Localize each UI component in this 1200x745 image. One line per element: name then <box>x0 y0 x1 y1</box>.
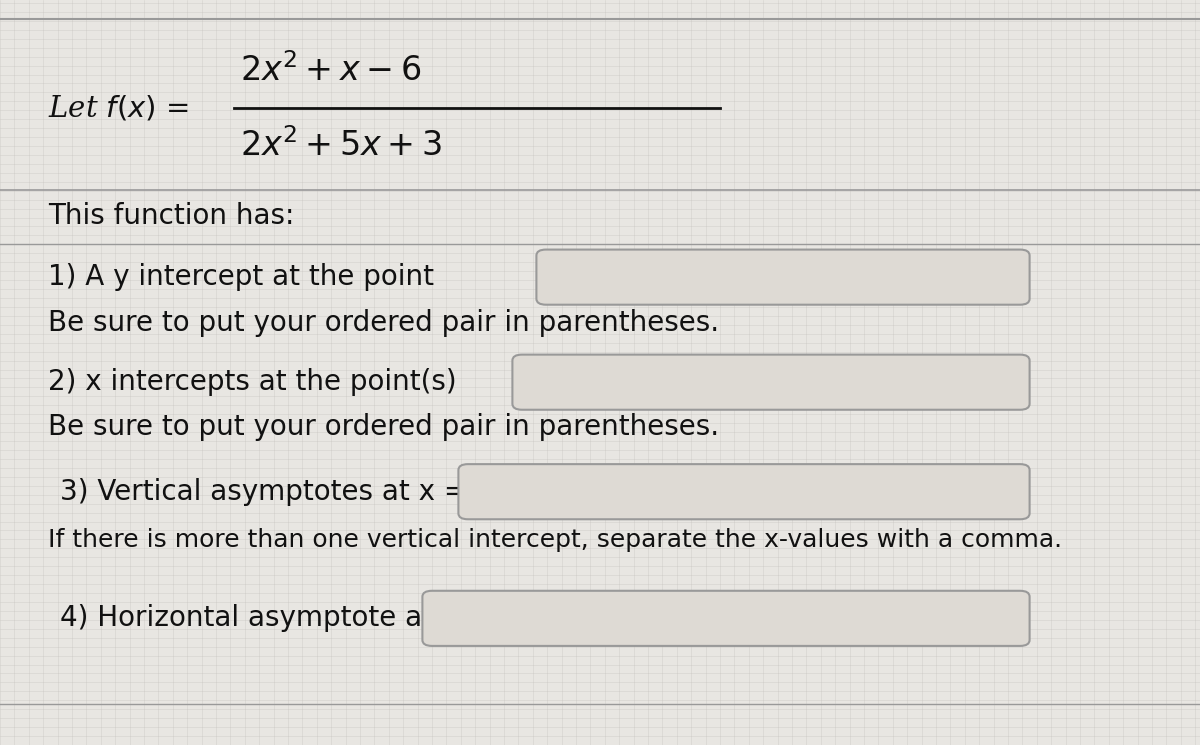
Text: 3) Vertical asymptotes at x =: 3) Vertical asymptotes at x = <box>60 478 467 506</box>
Text: If there is more than one vertical intercept, separate the x-values with a comma: If there is more than one vertical inter… <box>48 528 1062 552</box>
Text: Be sure to put your ordered pair in parentheses.: Be sure to put your ordered pair in pare… <box>48 413 719 441</box>
FancyBboxPatch shape <box>512 355 1030 410</box>
Text: 2) x intercepts at the point(s): 2) x intercepts at the point(s) <box>48 368 457 396</box>
FancyBboxPatch shape <box>422 591 1030 646</box>
Text: Be sure to put your ordered pair in parentheses.: Be sure to put your ordered pair in pare… <box>48 308 719 337</box>
FancyBboxPatch shape <box>536 250 1030 305</box>
Text: 1) A y intercept at the point: 1) A y intercept at the point <box>48 263 434 291</box>
Text: $2x^2 + 5x + 3$: $2x^2 + 5x + 3$ <box>240 128 442 162</box>
Text: $2x^2 + x - 6$: $2x^2 + x - 6$ <box>240 54 421 88</box>
Text: Let $f(x)$ =: Let $f(x)$ = <box>48 94 188 122</box>
Text: 4) Horizontal asymptote at y =: 4) Horizontal asymptote at y = <box>60 604 491 633</box>
FancyBboxPatch shape <box>458 464 1030 519</box>
Text: This function has:: This function has: <box>48 202 294 230</box>
